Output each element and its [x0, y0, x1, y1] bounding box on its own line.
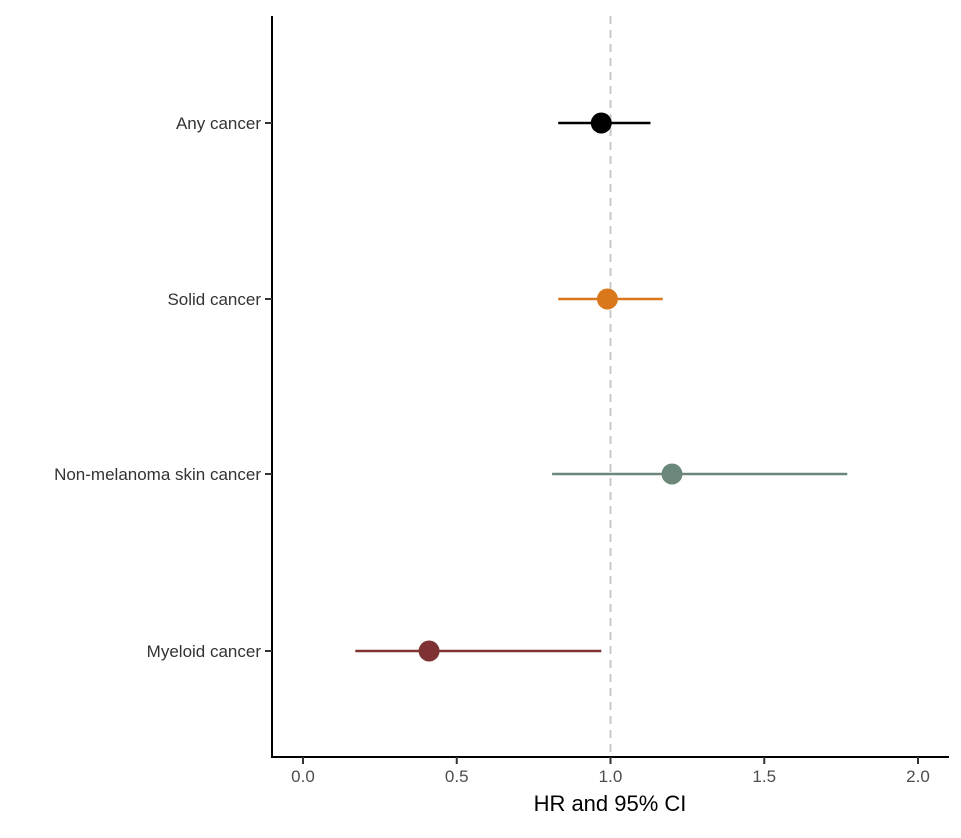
hr-point: [418, 640, 440, 662]
y-tick-label: Solid cancer: [167, 290, 261, 309]
x-tick-label: 0.5: [445, 767, 469, 786]
x-tick-label: 1.0: [599, 767, 623, 786]
x-tick-label: 1.5: [752, 767, 776, 786]
y-tick-label: Non-melanoma skin cancer: [54, 465, 261, 484]
hr-point: [661, 463, 683, 485]
x-tick-label: 0.0: [291, 767, 315, 786]
hr-point: [590, 112, 612, 134]
x-axis-title: HR and 95% CI: [534, 791, 687, 816]
y-tick-label: Myeloid cancer: [147, 642, 262, 661]
x-tick-label: 2.0: [906, 767, 930, 786]
y-tick-label: Any cancer: [176, 114, 261, 133]
hr-point: [596, 288, 618, 310]
